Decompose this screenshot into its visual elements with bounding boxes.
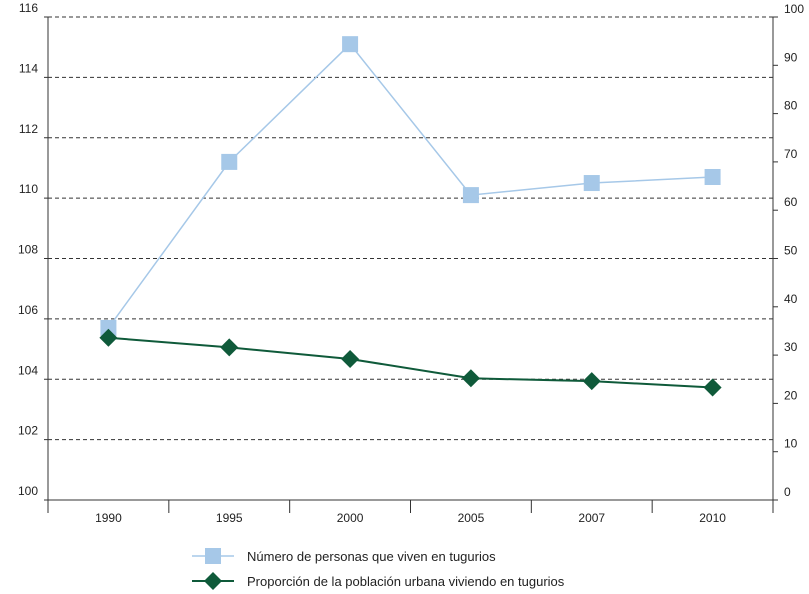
right-tick-label: 90	[784, 50, 798, 64]
left-tick-label: 100	[18, 484, 38, 498]
x-tick-label: 1995	[216, 511, 243, 525]
data-point-square	[221, 153, 238, 170]
legend-item-1: Número de personas que viven en tugurios	[192, 548, 496, 564]
data-point-diamond	[99, 328, 118, 347]
left-tick-label: 106	[18, 303, 38, 317]
left-tick-label: 108	[18, 243, 38, 257]
right-axis-ticks: 0 10 20 30 40 50 60 70 80 90 100	[773, 2, 804, 501]
left-tick-label: 102	[18, 424, 38, 438]
legend: Número de personas que viven en tugurios…	[192, 548, 565, 590]
data-point-square	[583, 175, 600, 192]
data-point-diamond	[461, 369, 480, 388]
legend-marker-diamond	[204, 572, 222, 590]
left-axis-ticks: 100 102 104 106 108 110 112 114 116	[18, 1, 48, 501]
left-tick-label: 116	[19, 1, 38, 15]
data-point-square	[100, 319, 117, 336]
data-point-diamond	[220, 338, 239, 357]
left-tick-label: 114	[19, 61, 38, 75]
left-tick-label: 110	[19, 182, 38, 196]
right-tick-label: 80	[784, 99, 798, 113]
data-point-diamond	[703, 378, 722, 397]
data-point-square	[462, 187, 479, 204]
legend-label-2: Proporción de la población urbana vivien…	[247, 574, 565, 589]
left-tick-label: 104	[18, 363, 38, 377]
right-tick-label: 100	[784, 2, 804, 16]
right-tick-label: 10	[784, 437, 798, 451]
series-line-2	[108, 336, 713, 389]
data-point-square	[342, 36, 359, 53]
legend-label-1: Número de personas que viven en tugurios	[247, 549, 496, 564]
right-tick-label: 30	[784, 340, 798, 354]
left-tick-label: 112	[19, 122, 38, 136]
right-tick-label: 60	[784, 195, 798, 209]
right-tick-label: 70	[784, 147, 798, 161]
series-group	[99, 36, 722, 397]
data-point-diamond	[341, 349, 360, 368]
data-point-diamond	[582, 372, 601, 391]
right-tick-label: 40	[784, 292, 798, 306]
x-tick-label: 2000	[337, 511, 364, 525]
gridlines	[48, 16, 773, 441]
x-tick-label: 2007	[578, 511, 605, 525]
x-tick-label: 1990	[95, 511, 122, 525]
legend-item-2: Proporción de la población urbana vivien…	[192, 572, 565, 590]
x-axis-ticks: 1990 1995 2000 2005 2007 2010	[47, 500, 774, 525]
right-tick-label: 0	[784, 485, 791, 499]
x-tick-label: 2010	[699, 511, 726, 525]
x-tick-label: 2005	[458, 511, 485, 525]
legend-marker-square	[205, 548, 221, 564]
series-line-1	[107, 43, 713, 329]
right-tick-label: 20	[784, 388, 798, 402]
right-tick-label: 50	[784, 244, 798, 258]
data-point-square	[704, 168, 721, 185]
